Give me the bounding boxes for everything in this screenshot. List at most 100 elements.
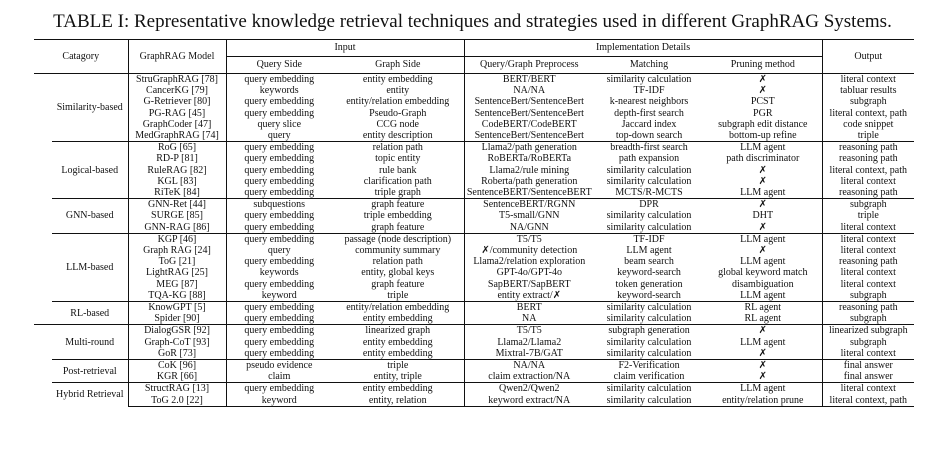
model-name-cell: MedGraphRAG [74] — [127, 130, 226, 142]
pruning-method-cell: ✗ — [758, 245, 767, 257]
model-name-cell: CancerKG [79] — [127, 85, 226, 97]
graphrag-techniques-table: Catagory GraphRAG Model Input Implementa… — [34, 39, 915, 407]
graph-side-cell: entity description — [362, 130, 433, 142]
group-label-cell: Retrieval Strategy — [34, 324, 52, 407]
matching-cell: keyword-search — [617, 267, 681, 279]
matching-cell: top-down search — [615, 130, 683, 142]
category-name: GNN-based — [52, 198, 128, 234]
output-cell: literal context, path — [821, 164, 915, 176]
output-cell: literal context — [821, 267, 915, 279]
output-cell: triple — [821, 210, 915, 222]
preprocess-cell: Qwen2/Qwen2 — [463, 382, 595, 395]
graph-side-cell: entity embedding — [362, 347, 433, 359]
table-row: RuleRAG [82] query embedding rule bank Llam… — [34, 164, 915, 176]
table-row: PG-RAG [45] query embedding Pseudo-Graph Se… — [34, 107, 915, 119]
model-name-cell: GraphCoder [47] — [127, 118, 226, 131]
pruning-method-cell: LLM agent — [740, 336, 786, 348]
graph-side-cell: graph feature — [332, 198, 465, 211]
table-row: G-Retriever [80] query embedding entity/re… — [34, 96, 915, 108]
graph-side-cell: triple graph — [374, 187, 421, 199]
preprocess-cell: NA — [463, 313, 595, 325]
query-side-cell: query embedding — [225, 336, 332, 348]
output-cell: code snippet — [821, 118, 915, 131]
matching-cell: path expansion — [618, 153, 680, 165]
table-row: ToG [21] query embedding relation path Llam… — [34, 256, 915, 268]
output-cell: final answer — [821, 359, 915, 372]
matching-cell: breadth-first search — [594, 141, 705, 154]
table-row: Graph-CoT [93] query embedding entity embe… — [34, 336, 915, 348]
query-side-cell: subquestions — [225, 198, 332, 211]
model-name-cell: Graph-CoT [93] — [127, 336, 226, 348]
preprocess-cell: T5/T5 — [463, 324, 595, 337]
pruning-method-cell: ✗ — [758, 85, 767, 97]
model-name-cell: RD-P [81] — [127, 153, 226, 165]
output-cell: literal context — [821, 278, 915, 290]
matching-cell: similarity calculation — [606, 347, 692, 359]
query-side-cell: query embedding — [225, 96, 332, 108]
table-row: Logical-based RoG [65] query embedding rela… — [34, 141, 915, 199]
graph-side-cell: clarification path — [363, 175, 432, 187]
header-preprocess: Query/Graph Preprocess — [463, 56, 595, 74]
table-row: RL-based KnowGPT [5] query embedding entity… — [34, 301, 915, 325]
matching-cell: similarity calculation — [594, 301, 705, 314]
preprocess-cell: Llama2/relation exploration — [463, 256, 595, 268]
model-name-cell: KGL [83] — [127, 175, 226, 188]
pruning-method-cell: path discriminator — [726, 153, 800, 165]
graph-side-cell: topic entity — [375, 153, 421, 165]
table-row: KGL [83] query embedding clarification pat… — [34, 175, 915, 188]
table-row: RD-P [81] query embedding topic entity RoBE… — [34, 153, 915, 165]
preprocess-cell: Llama2/path generation — [463, 141, 595, 154]
query-side-cell: keyword — [225, 394, 332, 407]
preprocess-cell: GPT-4o/GPT-4o — [463, 267, 595, 279]
graph-side-cell: entity embedding — [362, 336, 433, 348]
preprocess-cell: BERT/BERT — [463, 73, 595, 86]
model-name-cell: DialogGSR [92] — [127, 324, 226, 337]
model-name-cell: RoG [65] — [127, 141, 226, 154]
graph-side-cell: entity, triple — [373, 371, 422, 383]
query-side-cell: query embedding — [225, 301, 332, 314]
query-side-cell: query — [225, 245, 332, 257]
table-row: LLM-based KGP [46] query embedding passage … — [34, 232, 915, 302]
query-side-cell: query embedding — [225, 232, 332, 246]
output-cell: reasoning path — [821, 187, 915, 199]
output-cell: final answer — [821, 371, 915, 383]
graph-side-cell: linearized graph — [332, 324, 465, 337]
output-cell: literal context — [821, 175, 915, 188]
graph-side-cell: triple — [387, 289, 409, 301]
pruning-method-cell: disambiguation — [731, 278, 794, 290]
preprocess-cell: Llama2/rule mining — [463, 164, 595, 176]
header-implementation: Implementation Details — [463, 39, 823, 57]
output-cell: literal context — [821, 245, 915, 257]
table-row: KGR [66] claim entity, triple claim extract… — [34, 371, 915, 383]
graph-side-cell: triple — [332, 359, 465, 372]
category-name: Multi-round — [52, 324, 128, 360]
pruning-method-cell: ✗ — [758, 221, 767, 233]
pruning-method-cell: PCST — [750, 96, 775, 108]
query-side-cell: query embedding — [225, 278, 332, 290]
pruning-method-cell: LLM agent — [704, 232, 823, 246]
pruning-method-cell: bottom-up refine — [729, 130, 797, 142]
graph-side-cell: relation path — [332, 141, 465, 154]
graph-side-cell: Pseudo-Graph — [369, 107, 427, 119]
table-row: LightRAG [25] keywords entity, global keys… — [34, 267, 915, 279]
matching-cell: similarity calculation — [594, 73, 705, 86]
output-cell: subgraph — [821, 96, 915, 108]
header-matching: Matching — [594, 56, 705, 74]
output-cell: reasoning path — [821, 153, 915, 165]
pruning-method-cell: LLM agent — [740, 289, 786, 301]
header-query-side: Query Side — [225, 56, 332, 74]
graph-side-cell: entity embedding — [362, 313, 433, 325]
matching-cell: similarity calculation — [594, 382, 705, 395]
matching-cell: keyword-search — [617, 289, 681, 301]
preprocess-cell: keyword extract/NA — [463, 394, 595, 407]
query-side-cell: claim — [225, 371, 332, 383]
pruning-method-cell: DHT — [752, 210, 774, 222]
pruning-method-cell: PGR — [753, 107, 773, 119]
model-name-cell: TQA-KG [88] — [127, 289, 226, 302]
model-name-cell: CoK [96] — [127, 359, 226, 372]
matching-cell: similarity calculation — [606, 210, 692, 222]
table-row: Hybrid Retrieval StructRAG [13] query embe… — [34, 382, 915, 407]
query-side-cell: query embedding — [225, 153, 332, 165]
model-name-cell: RuleRAG [82] — [127, 164, 226, 176]
header-model: GraphRAG Model — [127, 39, 226, 74]
